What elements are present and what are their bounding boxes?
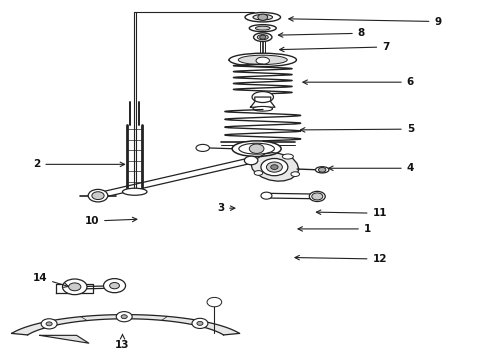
Ellipse shape xyxy=(282,154,294,159)
Circle shape xyxy=(270,165,278,170)
Text: 8: 8 xyxy=(278,28,365,38)
Ellipse shape xyxy=(249,24,276,32)
Ellipse shape xyxy=(291,172,299,176)
Text: 6: 6 xyxy=(303,77,414,87)
Ellipse shape xyxy=(254,33,272,41)
Polygon shape xyxy=(40,336,89,343)
Circle shape xyxy=(63,279,87,294)
Ellipse shape xyxy=(254,142,271,148)
Circle shape xyxy=(110,283,120,289)
Ellipse shape xyxy=(254,171,263,175)
Polygon shape xyxy=(250,97,275,107)
Ellipse shape xyxy=(239,143,274,154)
Circle shape xyxy=(116,312,132,322)
Text: 14: 14 xyxy=(32,273,69,287)
Polygon shape xyxy=(56,284,93,293)
Ellipse shape xyxy=(309,192,325,202)
Circle shape xyxy=(69,283,81,291)
Ellipse shape xyxy=(88,189,108,202)
Polygon shape xyxy=(12,315,240,335)
Ellipse shape xyxy=(255,26,270,30)
Ellipse shape xyxy=(253,107,272,111)
Ellipse shape xyxy=(252,91,273,103)
Ellipse shape xyxy=(229,53,296,67)
Circle shape xyxy=(249,144,264,153)
Circle shape xyxy=(261,158,288,176)
Text: 12: 12 xyxy=(295,254,387,264)
Ellipse shape xyxy=(238,55,287,64)
Ellipse shape xyxy=(261,192,272,199)
Ellipse shape xyxy=(316,167,329,173)
Circle shape xyxy=(207,297,222,307)
Circle shape xyxy=(267,162,282,172)
Circle shape xyxy=(46,322,52,326)
Text: 4: 4 xyxy=(329,163,414,173)
Text: 1: 1 xyxy=(298,224,371,234)
Circle shape xyxy=(197,321,203,325)
Ellipse shape xyxy=(245,13,281,22)
Ellipse shape xyxy=(232,141,281,157)
Text: 2: 2 xyxy=(33,159,124,169)
Ellipse shape xyxy=(257,35,269,40)
Circle shape xyxy=(258,14,268,21)
Circle shape xyxy=(92,192,104,199)
Ellipse shape xyxy=(196,144,210,152)
Circle shape xyxy=(103,279,125,293)
Circle shape xyxy=(41,319,57,329)
Polygon shape xyxy=(251,153,299,181)
Text: 5: 5 xyxy=(300,124,414,134)
Circle shape xyxy=(312,193,323,200)
Text: 9: 9 xyxy=(289,17,441,27)
Text: 3: 3 xyxy=(217,203,235,213)
Circle shape xyxy=(121,315,127,319)
Text: 10: 10 xyxy=(85,216,137,226)
Ellipse shape xyxy=(256,57,270,64)
Ellipse shape xyxy=(122,188,147,195)
Circle shape xyxy=(260,35,266,39)
Text: 11: 11 xyxy=(317,208,387,218)
Circle shape xyxy=(192,318,208,328)
Text: 7: 7 xyxy=(280,42,390,52)
Ellipse shape xyxy=(245,156,258,165)
Circle shape xyxy=(318,167,326,172)
Ellipse shape xyxy=(253,14,272,20)
Text: 13: 13 xyxy=(115,334,130,350)
